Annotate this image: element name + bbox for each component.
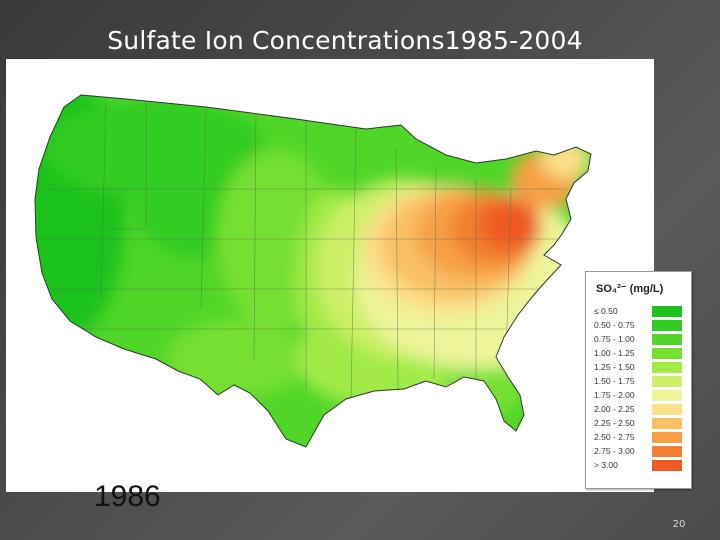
legend-entry: 2.25 - 2.50 — [594, 418, 684, 429]
map-panel: 1986 — [6, 59, 654, 513]
legend-swatch — [652, 418, 682, 429]
page-number: 20 — [672, 519, 686, 530]
legend-entry: 2.50 - 2.75 — [594, 432, 684, 443]
legend-swatch — [652, 404, 682, 415]
legend-swatch — [652, 320, 682, 331]
legend-swatch — [652, 460, 682, 471]
legend-swatch — [652, 306, 682, 317]
legend-entry: > 3.00 — [594, 460, 684, 471]
legend-entry: 1.75 - 2.00 — [594, 390, 684, 401]
legend-entry: 1.00 - 1.25 — [594, 348, 684, 359]
legend-entry: 1.25 - 1.50 — [594, 362, 684, 373]
legend-entry: 2.75 - 3.00 — [594, 446, 684, 457]
legend-entry: ≤ 0.50 — [594, 306, 684, 317]
legend-swatch — [652, 362, 682, 373]
legend-swatch — [652, 432, 682, 443]
year-label: 1986 — [94, 480, 161, 513]
legend-entry: 0.75 - 1.00 — [594, 334, 684, 345]
legend-title: SO₄²⁻ (mg/L) — [596, 283, 664, 295]
us-sulfate-map — [34, 94, 592, 448]
slide-title: Sulfate Ion Concentrations1985-2004 — [107, 26, 583, 55]
legend-entry: 2.00 - 2.25 — [594, 404, 684, 415]
legend-swatch — [652, 390, 682, 401]
legend-entry: 0.50 - 0.75 — [594, 320, 684, 331]
legend-swatch — [652, 334, 682, 345]
map-legend: SO₄²⁻ (mg/L) ≤ 0.50 0.50 - 0.75 0.75 - 1… — [585, 271, 692, 489]
legend-entry: 1.50 - 1.75 — [594, 376, 684, 387]
legend-swatch — [652, 376, 682, 387]
legend-swatch — [652, 348, 682, 359]
legend-swatch — [652, 446, 682, 457]
state-boundaries — [42, 98, 566, 400]
